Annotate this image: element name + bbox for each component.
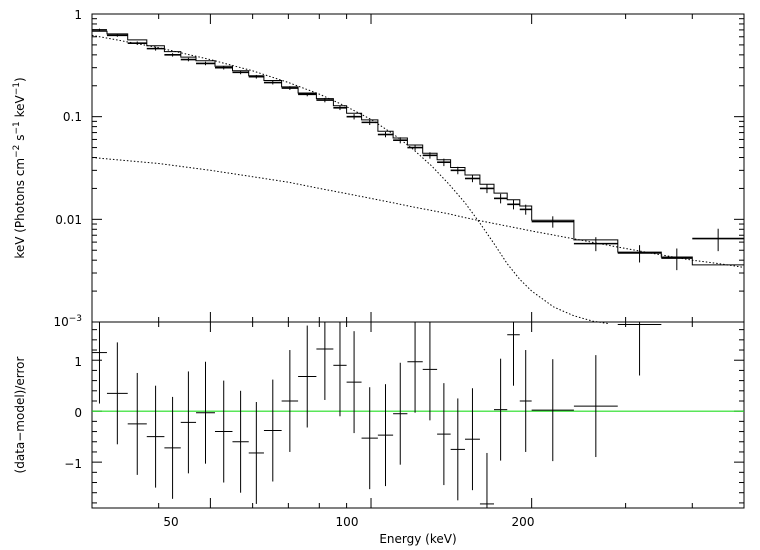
bottom-y-axis-label: (data−model)/error [13, 356, 27, 473]
top-ytick-label-0.01: 0.01 [55, 213, 82, 227]
top-panel-plot [91, 28, 745, 325]
top-y-axis-label: keV (Photons cm−2 s−1 keV−1) [12, 77, 27, 258]
xtick-label-50: 50 [163, 515, 178, 529]
top-ytick-label-1: 1 [74, 8, 82, 22]
xtick-label-100: 100 [336, 515, 359, 529]
bottom-panel-ticks [91, 322, 745, 508]
xtick-label-200: 200 [512, 515, 535, 529]
top-ytick-label-0.1: 0.1 [63, 110, 82, 124]
top-panel-ticks [91, 13, 745, 323]
bottom-panel-plot [92, 322, 744, 508]
top-ytick-label-0.001: 10−3 [53, 314, 82, 329]
bottom-ytick-label-minus1: −1 [64, 457, 82, 471]
bottom-ytick-label-1: 1 [74, 355, 82, 369]
bottom-panel-frame [91, 321, 745, 509]
bottom-ytick-label-0: 0 [74, 406, 82, 420]
x-axis-label: Energy (keV) [379, 532, 456, 546]
component-2-dotted-curve [91, 157, 745, 268]
component-1-dotted-curve [91, 34, 610, 325]
model-step-line [92, 30, 744, 266]
